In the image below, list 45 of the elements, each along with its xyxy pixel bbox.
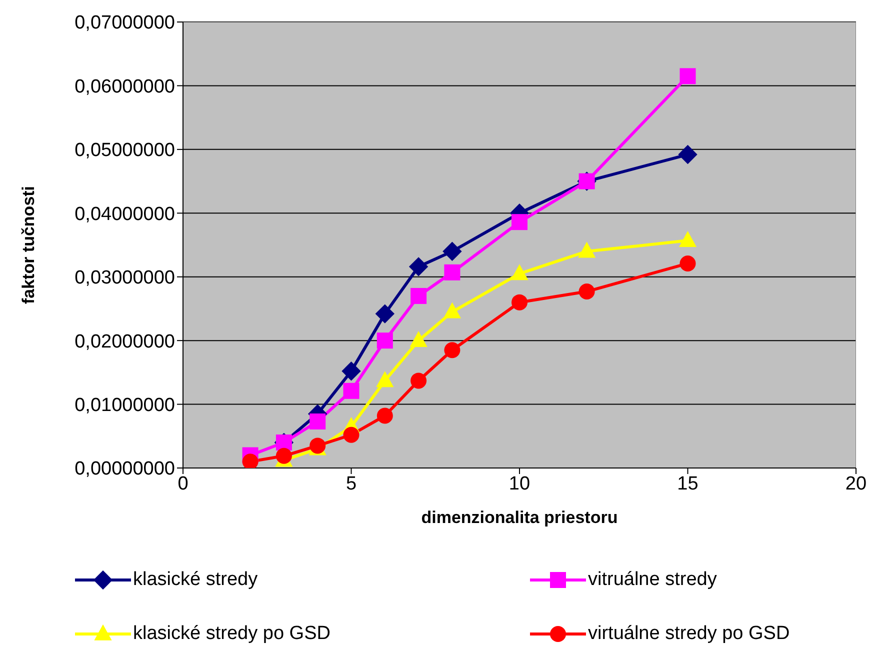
point: [276, 448, 292, 464]
legend-label: klasické stredy: [133, 569, 258, 591]
y-tick-label: 0,00000000: [74, 458, 175, 480]
point: [375, 304, 394, 324]
point: [408, 257, 428, 276]
x-tick-label: 10: [508, 473, 530, 494]
point: [410, 288, 427, 304]
point: [442, 242, 462, 261]
point: [444, 342, 460, 358]
point: [410, 372, 427, 389]
y-axis-title: faktor tučnosti: [19, 186, 38, 304]
y-tick-label: 0,02000000: [74, 331, 175, 352]
point: [512, 214, 528, 230]
point: [376, 408, 393, 424]
y-tick-label: 0,05000000: [74, 140, 175, 162]
point: [578, 242, 596, 258]
x-tick-label: 15: [677, 473, 698, 494]
point: [343, 426, 360, 443]
point: [342, 362, 361, 381]
x-tick-label: 5: [346, 473, 357, 494]
y-tick-label: 0,06000000: [74, 76, 175, 98]
point: [510, 264, 528, 280]
y-tick-label: 0,07000000: [74, 12, 175, 34]
point: [443, 302, 461, 318]
point: [310, 413, 326, 430]
legend-label: vitruálne stredy: [588, 569, 717, 591]
point: [410, 330, 428, 347]
legend-label: klasické stredy po GSD: [133, 623, 330, 645]
x-tick-label: 0: [178, 473, 188, 494]
x-tick-label: 20: [845, 473, 867, 494]
x-axis-title: dimenzionalita priestoru: [421, 508, 618, 527]
point: [680, 68, 696, 84]
y-tick-label: 0,03000000: [74, 268, 175, 289]
point: [343, 382, 360, 399]
point: [376, 371, 394, 388]
point: [680, 255, 696, 272]
y-tick-label: 0,04000000: [74, 204, 175, 225]
point: [242, 454, 258, 468]
point: [678, 144, 698, 164]
point: [578, 284, 595, 300]
point: [376, 332, 393, 349]
point: [444, 264, 460, 280]
legend-label: virtuálne stredy po GSD: [588, 623, 790, 645]
y-tick-label: 0,01000000: [74, 395, 175, 416]
point: [512, 294, 528, 310]
